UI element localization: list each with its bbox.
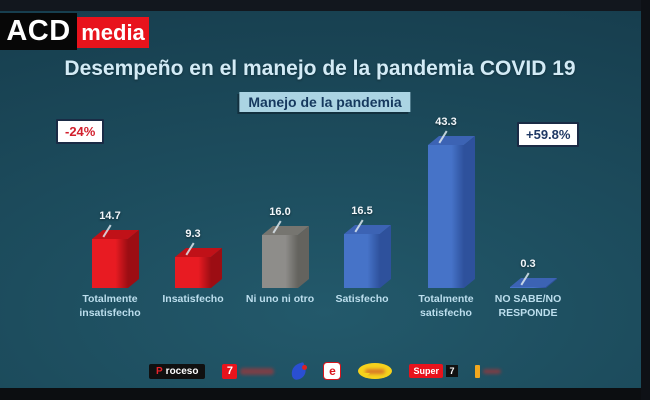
blue-bird-logo xyxy=(289,361,309,381)
bar-category-label: Totalmente satisfecho xyxy=(418,293,474,319)
bar-top-face xyxy=(344,225,391,234)
media-logo: media xyxy=(77,17,149,48)
proceso-logo-initial: P xyxy=(156,365,163,377)
chart-title: Desempeño en el manejo de la pandemia CO… xyxy=(64,57,576,80)
bar-0 xyxy=(92,230,139,288)
bar-front-face xyxy=(510,287,546,288)
canal7-wordmark-blur xyxy=(240,367,275,375)
e-letter: e xyxy=(323,362,342,380)
canal7-logo: 7 xyxy=(222,363,275,379)
proceso-logo-rest: roceso xyxy=(165,365,199,377)
orange-logo xyxy=(474,364,501,378)
bubble-text-blur xyxy=(365,368,386,374)
letterbox-top xyxy=(0,0,650,11)
negative-change-badge: -24% xyxy=(56,119,105,144)
bar-2 xyxy=(262,226,309,288)
bar-side-face xyxy=(211,248,222,288)
super7-wordmark: Super xyxy=(409,364,443,378)
bar-category-label: Ni uno ni otro xyxy=(245,293,315,305)
bar-value-label: 0.3 xyxy=(520,258,536,270)
bar-side-face xyxy=(128,230,139,288)
bar-category-label: Totalmente insatisfecho xyxy=(79,293,141,319)
bar-value-label: 16.5 xyxy=(351,205,373,217)
bird-icon xyxy=(289,361,309,381)
bar-category-label: Satisfecho xyxy=(335,293,389,305)
bar-category-label: NO SABE/NO RESPONDE xyxy=(494,293,562,319)
bar-category-label: Insatisfecho xyxy=(162,293,224,305)
letterbox-right xyxy=(641,0,650,400)
bar-top-face xyxy=(510,278,557,287)
orange-wordmark-blur xyxy=(482,368,501,374)
bar-front-face xyxy=(175,257,211,288)
bar-top-face xyxy=(262,226,309,235)
chart-subtitle: Manejo de la pandemia xyxy=(239,92,411,112)
bar-front-face xyxy=(428,145,464,288)
bar-value-label: 9.3 xyxy=(185,228,201,240)
media-logo-text: media xyxy=(81,19,145,45)
bar-side-face xyxy=(380,225,391,288)
bar-front-face xyxy=(92,239,128,288)
bar-value-label: 16.0 xyxy=(269,206,291,218)
letterbox-bottom xyxy=(0,388,650,400)
bar-side-face xyxy=(464,136,475,288)
bar-5 xyxy=(510,278,557,288)
bar-front-face xyxy=(344,234,380,288)
bar-1 xyxy=(175,248,222,288)
bar-side-face xyxy=(546,278,557,288)
speech-bubble-logo xyxy=(358,363,393,379)
bar-top-face xyxy=(92,230,139,239)
bar-value-label: 14.7 xyxy=(99,210,121,222)
acd-logo-text: ACD xyxy=(6,15,71,47)
e-media-logo: e xyxy=(323,362,342,380)
bar-value-label: 43.3 xyxy=(435,116,457,128)
bar-top-face xyxy=(175,248,222,257)
super7-logo: Super 7 xyxy=(409,364,458,378)
bar-top-face xyxy=(428,136,475,145)
canal7-digit: 7 xyxy=(222,363,238,379)
bar-front-face xyxy=(262,235,298,288)
acd-logo: ACD xyxy=(0,13,77,50)
positive-change-badge: +59.8% xyxy=(517,122,580,147)
orange-mark-icon xyxy=(474,364,480,378)
bar-4 xyxy=(428,136,475,288)
bar-side-face xyxy=(298,226,309,288)
super7-digit: 7 xyxy=(445,365,458,377)
bar-3 xyxy=(344,225,391,288)
bubble-icon xyxy=(358,363,393,379)
